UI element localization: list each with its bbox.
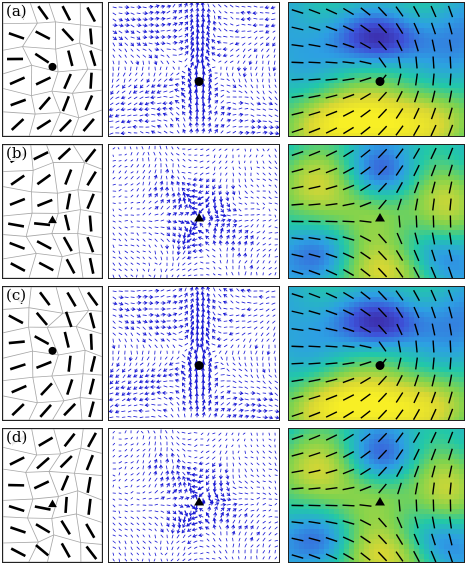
cell-directors [8, 432, 98, 560]
heatmap [289, 429, 464, 562]
defect-marker [194, 496, 205, 506]
heatmap [289, 287, 464, 420]
defect-marker [48, 62, 57, 71]
velocity-arrows [109, 287, 279, 420]
panel-a-colormap [288, 2, 465, 137]
defect-marker [48, 215, 57, 224]
row-label-a: (a) [5, 2, 28, 20]
defect-marker [194, 212, 205, 222]
defect-marker [194, 77, 204, 86]
cell-edges [3, 145, 102, 278]
cell-edges [3, 287, 102, 420]
heatmap [289, 145, 464, 278]
velocity-arrows [112, 429, 279, 562]
panel-d-velocity [108, 428, 280, 563]
panel-b-colormap [288, 144, 465, 279]
panel-a-velocity [108, 2, 280, 137]
director-lines [291, 289, 454, 420]
panel-c-cells [2, 286, 103, 421]
director-lines [291, 431, 454, 562]
heatmap [289, 3, 464, 136]
row-label-d: (d) [5, 428, 29, 446]
panel-d-cells [2, 428, 103, 563]
defect-marker [375, 212, 385, 222]
director-lines [291, 147, 454, 278]
panel-c-velocity [108, 286, 280, 421]
defect-marker [375, 496, 385, 506]
row-label-c: (c) [5, 286, 28, 304]
cell-edges [3, 3, 102, 136]
panel-d-colormap [288, 428, 465, 563]
defect-marker [375, 361, 385, 370]
director-lines [291, 5, 454, 136]
cell-edges [3, 429, 102, 562]
defect-marker [48, 346, 57, 355]
panel-a-cells [2, 2, 103, 137]
defect-marker [375, 77, 385, 86]
cell-directors [7, 147, 97, 274]
panel-b-cells [2, 144, 103, 279]
panel-b-velocity [108, 144, 280, 279]
row-label-b: (b) [5, 144, 29, 162]
defect-marker [48, 499, 57, 508]
defect-marker [194, 361, 204, 370]
velocity-arrows [112, 145, 279, 278]
velocity-arrows [109, 3, 279, 136]
panel-c-colormap [288, 286, 465, 421]
